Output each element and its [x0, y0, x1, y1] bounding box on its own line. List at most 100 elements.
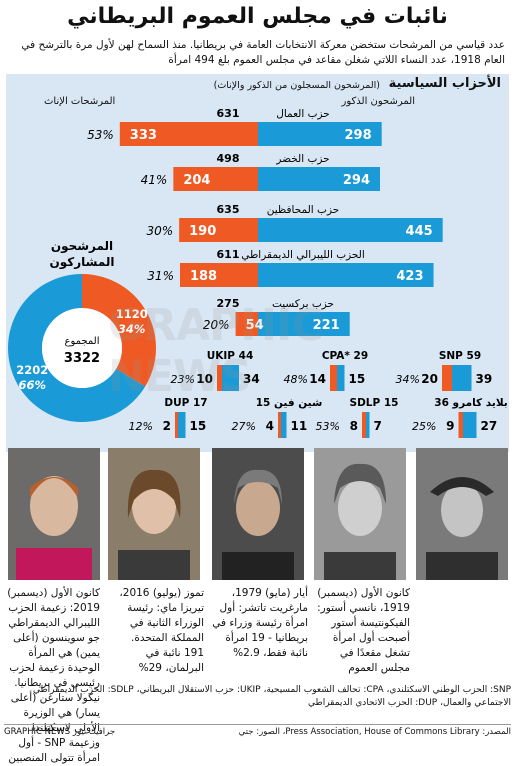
caption-may: تموز (يوليو) 2016، تيريزا ماي: رئيسة الو…	[119, 587, 204, 674]
caption-sturgeon-swinson: كانون الأول (ديسمبر) 2019: زعيمة الحزب ا…	[7, 587, 100, 764]
female-bar	[330, 365, 337, 391]
female-value-label: 54	[246, 318, 264, 333]
male-value-label: 423	[396, 269, 423, 284]
male-bar	[452, 365, 472, 391]
female-value-label: 14	[309, 372, 326, 386]
party-total-label: 635	[217, 203, 240, 216]
female-bar	[119, 122, 259, 146]
male-value-label: 15	[190, 419, 207, 433]
female-value-label: 204	[183, 173, 210, 188]
male-value-label: 294	[343, 173, 370, 188]
party-name-label: DUP 17	[164, 397, 207, 409]
male-bar	[258, 263, 434, 287]
pie-slice-female	[82, 274, 156, 387]
party-name-label: بلايد كامرو 36	[434, 397, 508, 409]
party-name-label: شين فين 15	[256, 397, 323, 409]
source-note: المصدر: Press Association, House of Comm…	[238, 727, 511, 737]
party-name-label: حزب الخضر	[275, 153, 329, 165]
female-value-label: 188	[190, 269, 217, 284]
party-name-label: SDLP 15	[350, 397, 399, 409]
female-value-label: 20	[421, 372, 438, 386]
female-bar	[442, 365, 452, 391]
male-bar	[222, 365, 239, 391]
male-bar	[281, 412, 287, 438]
male-value-label: 39	[476, 372, 493, 386]
brand: GRAPHIC NEWS جرافيك نيوز	[4, 727, 116, 737]
female-value-label: 190	[189, 224, 216, 239]
female-percent-label: 34%	[396, 373, 420, 386]
male-value-label: 445	[406, 224, 433, 239]
female-percent-label: 53%	[316, 420, 340, 433]
pie-center-label: المجموع	[65, 336, 100, 347]
male-value-label: 27	[481, 419, 498, 433]
photo-astor	[416, 448, 508, 580]
female-bar	[179, 218, 258, 242]
female-bar	[173, 167, 258, 191]
male-bar	[337, 365, 345, 391]
male-value-label: 7	[374, 419, 382, 433]
male-bar	[463, 412, 477, 438]
male-value-label: 34	[243, 372, 260, 386]
page-title: نائبات في مجلس العموم البريطاني	[67, 4, 448, 29]
male-value-label: 11	[291, 419, 308, 433]
pie-percent-label: 66%	[19, 378, 47, 392]
parties-subtitle: (المرشحون المسجلون من الذكور والإناث)	[213, 80, 380, 91]
female-bar	[278, 412, 281, 438]
female-bar	[179, 263, 258, 287]
male-bar	[258, 167, 381, 191]
female-value-label: 8	[350, 419, 358, 433]
female-bar	[217, 365, 222, 391]
pie-value-label: 1120	[116, 307, 148, 321]
female-percent-label: 48%	[284, 373, 308, 386]
male-bar	[366, 412, 370, 438]
female-value-label: 4	[266, 419, 274, 433]
pie-value-label: 2202	[16, 363, 48, 377]
pie-percent-label: 34%	[118, 322, 146, 336]
female-value-label: 2	[163, 419, 171, 433]
female-value-label: 9	[446, 419, 454, 433]
intro-text: عدد قياسي من المرشحات ستخضن معركة الانتخ…	[21, 39, 505, 66]
party-total-label: 611	[217, 248, 240, 261]
male-legend: المرشحون الذكور	[341, 96, 415, 107]
male-bar	[178, 412, 186, 438]
party-name-label: SNP 59	[439, 350, 481, 362]
party-total-label: 275	[217, 297, 240, 310]
photo-sturgeon-swinson	[8, 448, 100, 580]
party-name-label: UKIP 44	[207, 350, 254, 362]
female-bar	[362, 412, 366, 438]
male-bar	[258, 312, 350, 336]
caption-thatcher: أيار (مايو) 1979، مارغريت تاتشر: أول امر…	[212, 587, 308, 659]
pie-slice-male	[7, 274, 146, 422]
caption-astor: كانون الأول (ديسمبر) 1919، نانسي أستور: …	[317, 587, 410, 674]
female-value-label: 333	[130, 128, 157, 143]
female-percent-label: 20%	[203, 318, 230, 332]
party-name-label: حزب بركسيت	[272, 298, 334, 310]
female-percent-label: 23%	[171, 373, 195, 386]
party-name-label: حزب المحافظين	[267, 204, 339, 216]
pie-title-line2: المشاركون	[49, 255, 114, 270]
pie-title-line1: المرشحون	[51, 239, 113, 254]
party-name-label: الحزب الليبرالي الديمقراطي	[241, 249, 365, 261]
female-bar	[458, 412, 463, 438]
photo-thatcher	[314, 448, 406, 580]
female-percent-label: 31%	[147, 269, 174, 283]
party-name-label: حزب العمال	[276, 108, 330, 120]
photo-swinson	[108, 448, 200, 580]
photo-may	[212, 448, 304, 580]
female-bar	[175, 412, 178, 438]
female-percent-label: 25%	[412, 420, 436, 433]
female-percent-label: 27%	[232, 420, 256, 433]
male-value-label: 221	[313, 318, 340, 333]
party-name-label: CPA* 29	[322, 350, 368, 362]
pie-center	[42, 308, 122, 388]
male-bar	[258, 218, 443, 242]
female-percent-label: 53%	[87, 128, 114, 142]
party-total-label: 631	[217, 107, 240, 120]
female-percent-label: 12%	[129, 420, 153, 433]
party-total-label: 498	[217, 152, 240, 165]
female-legend: المرشحات الإناث	[44, 96, 116, 107]
male-bar	[258, 122, 382, 146]
parties-title: الأحزاب السياسية	[388, 76, 501, 91]
watermark: GRAPHIC NEWS	[108, 300, 324, 402]
